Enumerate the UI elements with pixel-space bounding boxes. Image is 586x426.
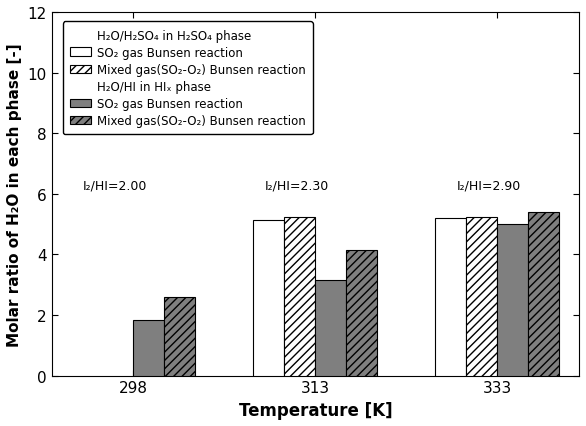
Bar	[165, 297, 195, 376]
Text: I₂/HI=2.00: I₂/HI=2.00	[83, 179, 147, 192]
Bar	[315, 280, 346, 376]
Bar	[254, 220, 284, 376]
Bar	[528, 213, 559, 376]
Bar	[435, 219, 466, 376]
Legend: H₂O/H₂SO₄ in H₂SO₄ phase, SO₂ gas Bunsen reaction, Mixed gas(SO₂-O₂) Bunsen reac: H₂O/H₂SO₄ in H₂SO₄ phase, SO₂ gas Bunsen…	[63, 23, 313, 135]
Bar	[284, 217, 315, 376]
Text: I₂/HI=2.30: I₂/HI=2.30	[264, 179, 329, 192]
Bar	[466, 217, 497, 376]
Y-axis label: Molar ratio of H₂O in each phase [-]: Molar ratio of H₂O in each phase [-]	[7, 43, 22, 346]
Bar	[346, 250, 377, 376]
Bar	[497, 225, 528, 376]
Text: I₂/HI=2.90: I₂/HI=2.90	[457, 179, 522, 192]
X-axis label: Temperature [K]: Temperature [K]	[239, 401, 392, 419]
Bar	[134, 321, 165, 376]
